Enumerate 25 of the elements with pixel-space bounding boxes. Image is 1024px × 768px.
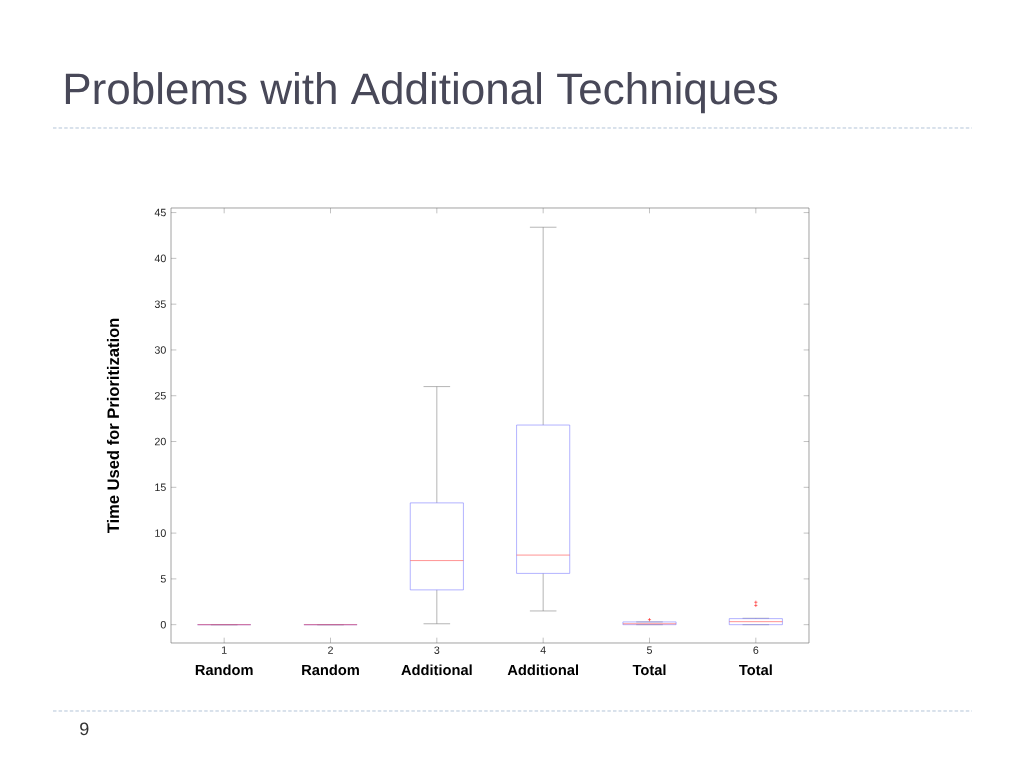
text: Random bbox=[302, 664, 359, 676]
y-tick-label: 10 bbox=[155, 529, 166, 537]
text: Total bbox=[739, 664, 772, 676]
chart-title: Problems with Additional Techniques bbox=[65, 72, 778, 114]
x-tick-label: 1 bbox=[222, 646, 227, 654]
text: 9 bbox=[80, 722, 89, 736]
y-tick-label: 5 bbox=[160, 575, 166, 583]
y-tick-label: 45 bbox=[154, 208, 166, 217]
text: Random bbox=[195, 664, 253, 676]
y-tick-label: 30 bbox=[154, 346, 166, 354]
y-axis-title: Time Used for Prioritization bbox=[106, 318, 120, 534]
y-tick-label: 15 bbox=[155, 483, 166, 492]
x-tick-label: 5 bbox=[646, 646, 653, 654]
text: Total bbox=[632, 664, 666, 676]
x-tick-label: 4 bbox=[540, 646, 546, 654]
text: Additional bbox=[507, 664, 578, 676]
x-tick-label: 2 bbox=[328, 646, 333, 654]
y-tick-label: 35 bbox=[154, 300, 166, 308]
y-tick-label: 25 bbox=[154, 391, 166, 400]
y-tick-label: 0 bbox=[160, 620, 166, 629]
y-tick-label: 40 bbox=[154, 254, 166, 263]
y-tick-label: 20 bbox=[154, 437, 166, 446]
text: Additional bbox=[401, 664, 472, 676]
x-tick-label: 3 bbox=[434, 646, 440, 654]
x-tick-label: 6 bbox=[753, 646, 759, 654]
